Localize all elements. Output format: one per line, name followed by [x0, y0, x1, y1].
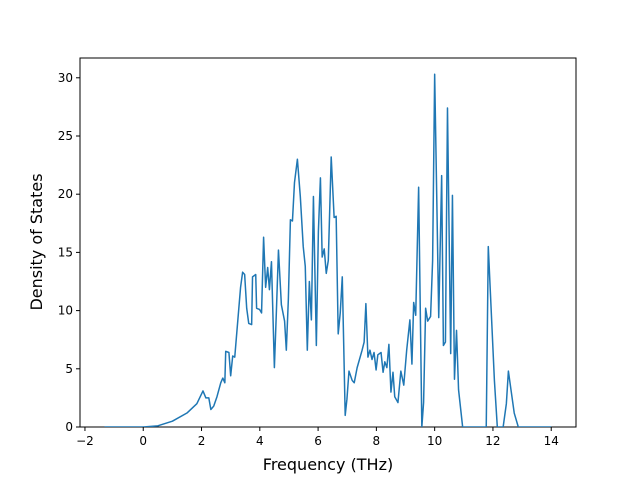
y-tick-label: 0 [65, 420, 73, 434]
y-tick-label: 10 [58, 304, 73, 318]
data-line [104, 73, 552, 427]
x-tick-label: 10 [427, 434, 442, 448]
x-tick-label: 6 [314, 434, 322, 448]
x-tick-label: −2 [76, 434, 94, 448]
x-tick-label: 2 [198, 434, 206, 448]
x-tick-label: 4 [256, 434, 264, 448]
x-tick-label: 14 [544, 434, 559, 448]
x-tick-label: 8 [373, 434, 381, 448]
y-axis-label: Density of States [27, 173, 46, 310]
x-tick-label: 12 [485, 434, 500, 448]
x-tick-label: 0 [139, 434, 147, 448]
plot-frame [79, 57, 577, 428]
y-tick-label: 30 [58, 71, 73, 85]
x-axis-label: Frequency (THz) [263, 455, 393, 474]
y-tick-label: 20 [58, 187, 73, 201]
y-tick-label: 15 [58, 245, 73, 259]
y-tick-label: 25 [58, 129, 73, 143]
y-tick-label: 5 [65, 362, 73, 376]
